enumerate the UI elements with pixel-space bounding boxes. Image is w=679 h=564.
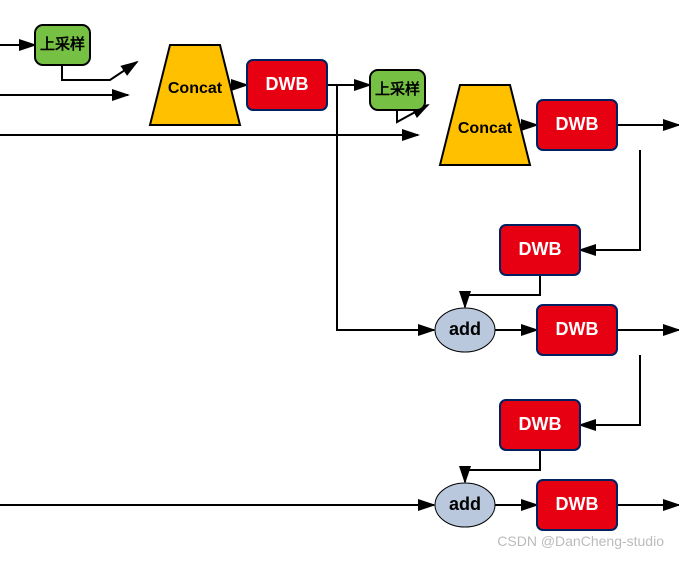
node-dwb4-label: DWB bbox=[556, 319, 599, 339]
node-ups1-label: 上采样 bbox=[40, 35, 85, 53]
node-add1-label: add bbox=[449, 319, 481, 339]
node-dwb4: DWB bbox=[537, 305, 617, 355]
node-dwb5: DWB bbox=[500, 400, 580, 450]
node-dwb3: DWB bbox=[500, 225, 580, 275]
edge-9 bbox=[580, 150, 640, 250]
node-dwb3-label: DWB bbox=[519, 239, 562, 259]
node-add2-label: add bbox=[449, 494, 481, 514]
node-ups2-label: 上采样 bbox=[375, 80, 420, 98]
edge-14 bbox=[580, 355, 640, 425]
node-ups1: 上采样 bbox=[35, 25, 90, 65]
node-dwb1-label: DWB bbox=[266, 74, 309, 94]
node-concat1-label: Concat bbox=[168, 80, 223, 97]
edge-11 bbox=[327, 85, 434, 330]
node-dwb1: DWB bbox=[247, 60, 327, 110]
node-dwb5-label: DWB bbox=[519, 414, 562, 434]
edge-15 bbox=[465, 450, 540, 482]
node-dwb2-label: DWB bbox=[556, 114, 599, 134]
node-concat2: Concat bbox=[440, 85, 530, 165]
edge-10 bbox=[465, 275, 540, 307]
node-dwb6: DWB bbox=[537, 480, 617, 530]
nodes: 上采样上采样ConcatConcatDWBDWBDWBDWBDWBDWBadda… bbox=[35, 25, 617, 530]
node-ups2: 上采样 bbox=[370, 70, 425, 110]
watermark: CSDN @DanCheng-studio bbox=[497, 533, 664, 549]
node-dwb6-label: DWB bbox=[556, 494, 599, 514]
node-concat2-label: Concat bbox=[458, 120, 513, 137]
node-dwb2: DWB bbox=[537, 100, 617, 150]
node-add2: add bbox=[435, 483, 495, 527]
architecture-diagram: 上采样上采样ConcatConcatDWBDWBDWBDWBDWBDWBadda… bbox=[0, 0, 679, 564]
node-concat1: Concat bbox=[150, 45, 240, 125]
node-add1: add bbox=[435, 308, 495, 352]
